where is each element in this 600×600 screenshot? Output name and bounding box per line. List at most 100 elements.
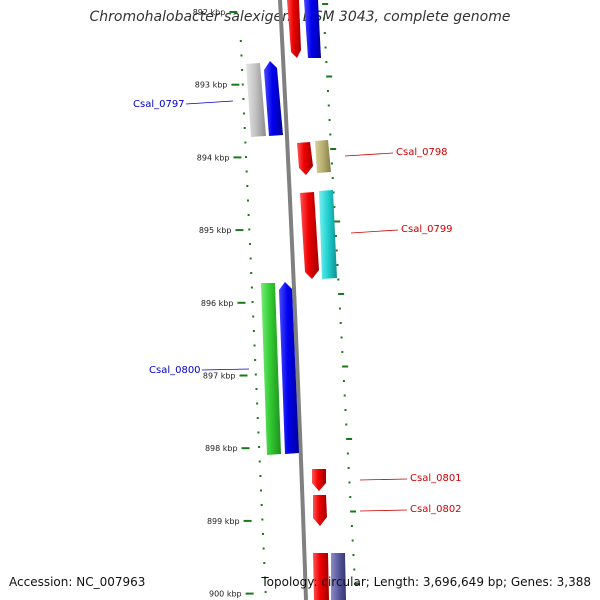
gene-cyan-0799b[interactable] xyxy=(319,190,337,279)
track-dot xyxy=(252,330,255,332)
track-dot xyxy=(326,75,333,78)
track-dot xyxy=(339,322,342,324)
track-dot xyxy=(322,17,325,20)
gene-olive-0798b[interactable] xyxy=(315,140,331,173)
track-dot xyxy=(247,214,250,216)
track-dot xyxy=(346,438,353,440)
gene-label[interactable]: Csal_0801 xyxy=(410,473,462,484)
track-dot xyxy=(243,112,246,115)
track-dot xyxy=(248,243,251,245)
track-dot xyxy=(324,46,327,49)
track-dot xyxy=(245,170,248,173)
track-dot xyxy=(261,518,264,521)
kbp-tick-label: 896 kbp xyxy=(201,299,234,308)
track-dot xyxy=(258,460,261,463)
track-dot xyxy=(250,286,253,289)
kbp-tick-label: 894 kbp xyxy=(197,153,230,162)
gene-red-top[interactable] xyxy=(287,0,301,58)
track-dot xyxy=(338,293,345,295)
kbp-ticks: 892 kbp 893 kbp 894 kbp 895 kbp 896 kbp 897 k… xyxy=(193,8,254,599)
track-dot xyxy=(327,104,330,107)
track-dot xyxy=(351,539,354,542)
track-dot xyxy=(328,119,331,121)
dotted-track xyxy=(239,3,361,593)
track-dot xyxy=(340,336,343,339)
track-dot xyxy=(338,307,341,310)
gene-label[interactable]: Csal_0799 xyxy=(401,224,453,235)
track-dot xyxy=(326,90,329,92)
track-dot xyxy=(245,156,248,158)
track-dot xyxy=(333,206,336,208)
track-dot xyxy=(337,278,340,281)
track-dot xyxy=(334,235,337,237)
track-dot xyxy=(344,409,347,411)
genome-summary: Topology: circular; Length: 3,696,649 bp… xyxy=(261,575,591,589)
track-dot xyxy=(331,177,334,179)
track-dot xyxy=(254,373,257,376)
gene-blue-top[interactable] xyxy=(304,0,321,58)
kbp-tick-label: 893 kbp xyxy=(195,81,228,90)
track-dot xyxy=(342,380,345,382)
gene-csal-0798[interactable] xyxy=(297,142,313,175)
kbp-tick-label: 898 kbp xyxy=(205,444,238,453)
track-dot xyxy=(242,98,245,100)
track-dot xyxy=(325,61,328,63)
gene-csal-0799[interactable] xyxy=(300,192,319,279)
track-dot xyxy=(348,481,351,484)
gene-label[interactable]: Csal_0797 xyxy=(133,99,185,110)
track-dot xyxy=(332,191,335,194)
gene-csal-0797[interactable] xyxy=(246,63,266,137)
track-dot xyxy=(345,423,348,426)
track-dot xyxy=(335,249,338,252)
gene-csal-0800[interactable] xyxy=(261,283,281,455)
track-dot xyxy=(330,148,337,150)
track-dot xyxy=(254,359,257,361)
map-title: Chromohalobacter salexigens DSM 3043, co… xyxy=(89,9,511,25)
kbp-tick-label: 900 kbp xyxy=(209,590,242,599)
gene-slate-bottom[interactable] xyxy=(331,553,346,600)
track-dot xyxy=(256,402,259,405)
track-dot xyxy=(241,83,244,86)
track-dot xyxy=(246,199,249,202)
gene-label[interactable]: Csal_0800 xyxy=(149,365,201,376)
gene-csal-0802[interactable] xyxy=(313,495,327,526)
track-dot xyxy=(260,489,263,492)
gene-blue-0797b[interactable] xyxy=(264,61,283,136)
track-dot xyxy=(341,351,344,353)
track-dot xyxy=(330,162,333,165)
track-dot xyxy=(249,257,252,260)
track-dot xyxy=(250,272,253,274)
kbp-tick-label: 899 kbp xyxy=(207,517,240,526)
gene-label[interactable]: Csal_0802 xyxy=(410,504,462,515)
track-dot xyxy=(354,583,361,585)
track-dot xyxy=(241,69,244,71)
track-dot xyxy=(329,133,332,136)
accession-label: Accession: NC_007963 xyxy=(9,575,146,589)
track-dot xyxy=(240,54,243,57)
genome-backbone xyxy=(278,0,308,600)
track-dot xyxy=(336,264,339,266)
track-dot xyxy=(334,220,341,223)
track-dot xyxy=(322,3,329,5)
gene-red-bottom[interactable] xyxy=(313,553,329,600)
track-dot xyxy=(251,301,254,303)
gene-labels: Csal_0797 Csal_0798 Csal_0799 Csal_0800 … xyxy=(133,99,462,515)
track-dot xyxy=(255,388,258,390)
kbp-tick-label: 892 kbp xyxy=(193,8,226,17)
track-dot xyxy=(353,568,356,571)
track-dot xyxy=(347,467,350,469)
track-dot xyxy=(342,365,349,368)
track-dot xyxy=(259,475,262,477)
track-dot xyxy=(256,417,259,419)
gene-leader-lines xyxy=(185,100,408,512)
gene-label[interactable]: Csal_0798 xyxy=(396,147,448,158)
gene-csal-0801[interactable] xyxy=(312,469,326,491)
track-dot xyxy=(239,40,242,42)
track-dot xyxy=(258,446,261,448)
track-dot xyxy=(264,591,267,593)
genes xyxy=(246,0,346,600)
track-dot xyxy=(323,32,326,34)
gene-blue-0800b[interactable] xyxy=(279,282,299,454)
track-dot xyxy=(350,525,353,527)
